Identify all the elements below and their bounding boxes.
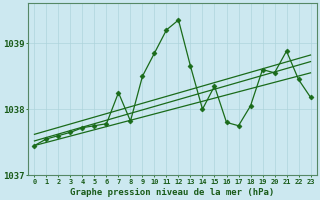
X-axis label: Graphe pression niveau de la mer (hPa): Graphe pression niveau de la mer (hPa) <box>70 188 275 197</box>
